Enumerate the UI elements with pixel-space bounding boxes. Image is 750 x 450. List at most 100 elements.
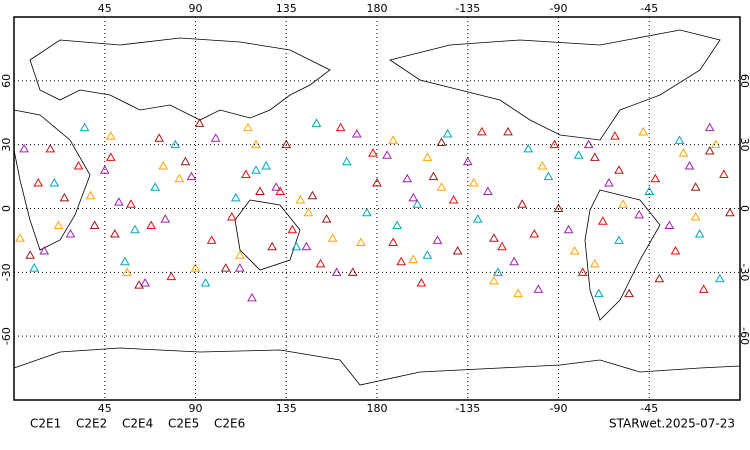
observation-marker [704,146,715,155]
observation-marker [589,152,600,161]
observation-marker [331,267,342,276]
observation-marker [180,156,191,166]
observation-marker [529,229,540,238]
y-tick-label-right: -60 [738,327,750,345]
observation-marker [614,165,624,174]
y-tick-label-left: 0 [0,205,13,212]
observation-marker [130,224,140,234]
legend-label: C2E4 [122,417,153,431]
observation-marker [186,171,197,181]
observation-marker [109,229,120,238]
observation-marker [436,182,447,191]
legend-label: C2E6 [214,417,245,431]
observation-marker [452,246,463,255]
y-tick-label-left: -60 [0,327,13,345]
observation-marker [604,177,614,187]
observation-marker [73,160,84,170]
x-tick-label-bottom: 90 [189,402,203,415]
observation-marker [315,258,326,268]
observation-marker [402,173,413,183]
observation-marker [267,241,277,251]
observation-marker [462,156,473,166]
coastline [234,199,301,271]
x-tick-label-top: 90 [189,2,203,15]
observation-marker [489,233,499,242]
y-tick-label-right: 0 [738,205,750,212]
observation-marker [634,209,645,219]
observation-marker [146,220,156,230]
observation-marker [694,229,705,238]
coastline [389,29,721,141]
observation-marker [362,207,372,217]
observation-marker [714,273,725,283]
observation-marker [122,267,132,276]
observation-marker [577,267,588,276]
observation-marker [174,173,185,183]
observation-marker [39,246,50,255]
observation-marker [200,277,211,287]
observation-marker [569,246,580,255]
observation-marker [412,199,423,208]
observation-marker [261,160,271,170]
coastline [13,109,91,251]
observation-marker [235,263,245,272]
observation-marker [372,177,382,187]
observation-marker [45,143,56,153]
observation-marker [553,203,564,212]
observation-marker [428,171,439,181]
observation-marker [448,194,459,204]
coastline [584,189,661,321]
x-tick-label-top: 45 [98,2,112,15]
observation-marker [549,139,560,149]
observation-marker [158,160,169,170]
footer-label: STARwet.2025-07-23 [609,417,735,431]
observation-marker [271,182,282,191]
observation-marker [160,214,171,223]
observation-marker [392,220,403,230]
observation-marker [105,152,116,161]
observation-marker [509,256,519,266]
observation-marker [295,194,306,204]
observation-marker [287,224,298,234]
observation-marker [432,235,443,244]
observation-marker [275,186,286,195]
observation-marker [65,229,76,238]
observation-marker [15,233,25,242]
coastlines [13,29,741,386]
observation-marker [341,156,352,166]
observation-marker [351,129,362,138]
observation-marker [644,186,655,195]
observation-marker [140,277,150,287]
observation-marker [638,126,649,136]
observation-marker [154,133,165,142]
observation-marker [483,186,493,195]
observation-marker [388,237,398,247]
x-tick-label-top: 135 [276,2,297,15]
observation-marker [53,220,64,230]
observation-marker [327,233,338,242]
legend-label: C2E5 [168,417,199,431]
observation-marker [725,207,735,217]
observation-marker [517,199,528,208]
observation-marker [105,131,116,140]
observation-marker [543,171,554,181]
observation-marker [368,148,378,157]
observation-marker [497,241,507,251]
observation-marker [513,288,524,298]
observation-marker [422,152,433,161]
observation-marker [573,150,584,159]
observation-marker [678,148,689,157]
x-tick-label-bottom: 135 [276,402,297,415]
observation-marker [33,177,44,187]
observation-marker [704,122,715,132]
observation-marker [624,288,634,298]
observation-marker [468,177,479,187]
observation-marker [321,214,332,223]
x-tick-label-bottom: 180 [367,402,388,415]
observation-marker [583,139,594,149]
observation-marker [29,263,40,272]
coastline [29,37,331,121]
observation-marker [311,118,322,127]
observation-marker [235,250,245,259]
x-tick-label-top: -90 [550,2,568,15]
